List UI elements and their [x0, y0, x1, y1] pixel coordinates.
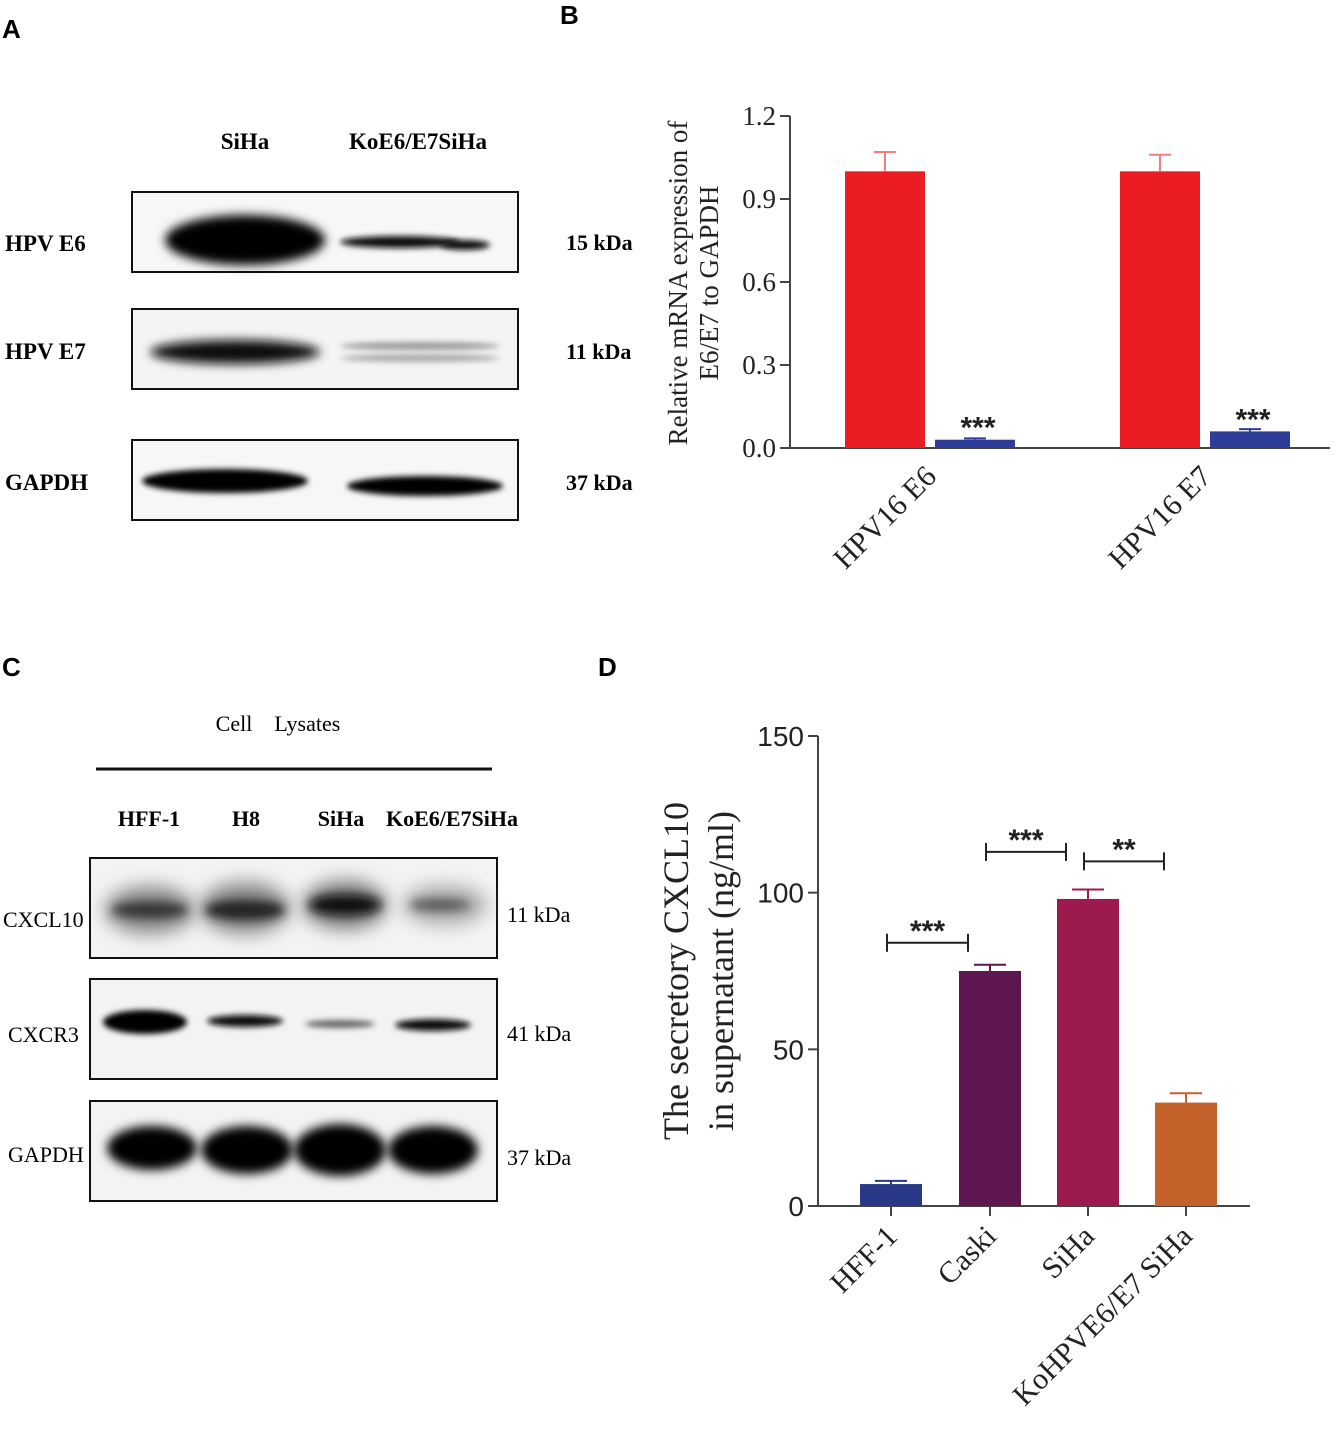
y-tick-label-b: 0.6: [742, 267, 776, 297]
y-axis-label-b: Relative mRNA expression of: [663, 121, 693, 446]
significance-marker-d: ***: [910, 915, 945, 948]
significance-marker-d: **: [1112, 833, 1136, 866]
band-cxcl10-ko: [410, 899, 470, 911]
band-gapdh-a-ko: [347, 476, 503, 496]
size-label-cxcl10: 11 kDa: [507, 902, 571, 927]
lane-label-ko-siha: KoE6/E7SiHa: [349, 129, 488, 154]
x-tick-label-d: HFF-1: [824, 1220, 904, 1300]
x-tick-label-d: KoHPVE6/E7 SiHa: [1006, 1220, 1198, 1412]
y-tick-label-d: 150: [757, 721, 804, 752]
lane-label-hff1: HFF-1: [118, 806, 180, 831]
band-e6-ko-2: [440, 240, 490, 250]
band-gapdh-c-ko: [388, 1126, 478, 1174]
band-e7-ko-1: [340, 342, 500, 350]
bar-b: [1210, 431, 1290, 448]
y-axis-label-d: in supernatant (ng/ml): [701, 811, 741, 1131]
band-cxcr3-siha: [305, 1020, 375, 1028]
lane-label-siha-c: SiHa: [318, 806, 364, 831]
lane-label-h8: H8: [232, 806, 260, 831]
band-cxcl10-h8: [205, 900, 285, 920]
bar-d: [1155, 1102, 1217, 1206]
size-label-cxcr3: 41 kDa: [507, 1021, 571, 1046]
size-label-hpv-e6: 15 kDa: [566, 230, 633, 255]
band-cxcr3-h8: [207, 1015, 283, 1027]
panel-a-western-blot: SiHa KoE6/E7SiHa HPV E6 15 kDa HPV E7 11…: [5, 129, 633, 521]
y-tick-label-d: 50: [773, 1034, 804, 1065]
panel-letter-a: A: [2, 14, 21, 44]
bar-b: [935, 439, 1015, 448]
band-cxcr3-hff1: [103, 1010, 187, 1034]
band-gapdh-c-hff1: [107, 1126, 197, 1170]
y-axis-label-d: The secretory CXCL10: [656, 802, 696, 1140]
bar-d: [1057, 898, 1119, 1206]
significance-marker-b: ***: [1235, 403, 1270, 436]
lane-label-ko-siha-c: KoE6/E7SiHa: [386, 806, 518, 831]
band-e7-siha: [150, 340, 320, 364]
blot-label-gapdh-a: GAPDH: [5, 470, 88, 495]
lane-label-siha: SiHa: [221, 129, 270, 154]
x-tick-label-b: HPV16 E7: [1102, 460, 1218, 576]
panel-letter-d: D: [598, 652, 617, 682]
band-cxcl10-hff1: [112, 902, 188, 918]
blot-label-gapdh-c: GAPDH: [8, 1142, 84, 1167]
band-gapdh-c-h8: [201, 1126, 293, 1174]
panel-c-western-blot: Cell Lysates HFF-1 H8 SiHa KoE6/E7SiHa C…: [3, 711, 571, 1202]
blot-label-hpv-e6: HPV E6: [5, 231, 86, 256]
bar-b: [1120, 171, 1200, 449]
blot-label-hpv-e7: HPV E7: [5, 339, 86, 364]
band-e6-ko-1: [340, 236, 460, 248]
panel-b-bar-chart: 0.0 0.3 0.6 0.9 1.2 HPV16 E6 HPV16 E7 *** *** Rel…: [663, 101, 1330, 575]
band-cxcl10-siha: [309, 895, 381, 915]
y-tick-label-b: 1.2: [742, 101, 776, 131]
bar-d: [860, 1184, 922, 1206]
band-gapdh-a-siha: [142, 469, 308, 493]
band-gapdh-c-siha: [294, 1124, 386, 1176]
panel-letter-c: C: [2, 652, 21, 682]
x-tick-label-d: SiHa: [1035, 1220, 1101, 1286]
y-tick-label-b: 0.9: [742, 184, 776, 214]
size-label-hpv-e7: 11 kDa: [566, 339, 631, 364]
y-tick-label-d: 0: [788, 1191, 804, 1222]
band-e6-siha: [165, 215, 325, 265]
cell-lysates-header: Cell Lysates: [216, 711, 341, 736]
y-tick-label-d: 100: [757, 878, 804, 909]
y-tick-label-b: 0.3: [742, 350, 776, 380]
panel-letter-b: B: [560, 0, 579, 30]
significance-marker-d: ***: [1008, 824, 1043, 857]
size-label-gapdh-a: 37 kDa: [566, 470, 633, 495]
x-tick-label-b: HPV16 E6: [827, 460, 943, 576]
size-label-gapdh-c: 37 kDa: [507, 1145, 571, 1170]
blot-label-cxcr3: CXCR3: [8, 1022, 79, 1047]
y-axis-label-b: E6/E7 to GAPDH: [694, 186, 724, 381]
y-tick-label-b: 0.0: [742, 433, 776, 463]
significance-marker-b: ***: [960, 412, 995, 445]
bar-b: [845, 171, 925, 449]
band-cxcr3-ko: [395, 1019, 471, 1031]
bar-d: [959, 971, 1021, 1206]
x-tick-label-d: Caski: [931, 1220, 1003, 1292]
band-e7-ko-2: [340, 354, 500, 362]
blot-label-cxcl10: CXCL10: [3, 907, 84, 932]
